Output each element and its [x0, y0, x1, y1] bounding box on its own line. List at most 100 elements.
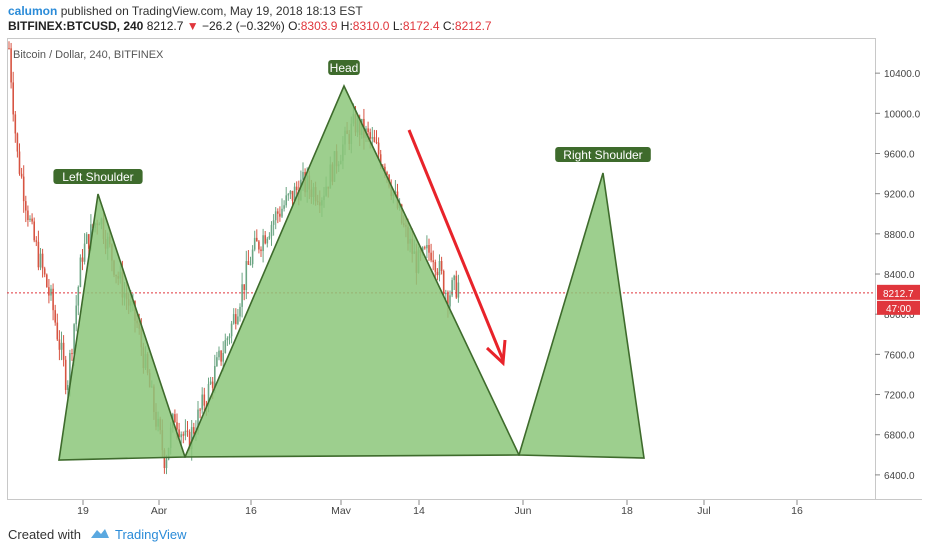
candle-body [289, 190, 292, 195]
candle-body [266, 238, 269, 244]
candle-body [447, 293, 449, 307]
countdown-badge [877, 300, 920, 315]
candle-body [291, 190, 294, 201]
candle-body [29, 218, 31, 221]
price-axis[interactable]: 10400.0 10000.0 9600.0 9200.0 8800.0 8400.0 80… [875, 69, 921, 482]
change-down-icon: ▼ [186, 19, 199, 33]
candle-body [184, 430, 187, 436]
time-axis[interactable]: 19 Apr 16 May 14 Jun 18 Jul 16 [77, 500, 803, 514]
symbol-label: BITFINEX:BTCUSD, 240 [8, 19, 144, 33]
candle-body [12, 82, 14, 115]
countdown-text: 47:00 [886, 304, 911, 315]
candle-body [243, 284, 245, 291]
close-label: C: [442, 19, 455, 33]
candle-body [176, 422, 178, 430]
candle-body [69, 353, 71, 385]
candle-body [60, 342, 63, 350]
x-tick-label: Jun [515, 505, 532, 514]
candle-body [253, 237, 256, 250]
candle-body [302, 171, 304, 180]
candle-body [8, 48, 10, 50]
candle-body [214, 365, 216, 388]
candle-body [25, 201, 27, 211]
candle-body [237, 316, 239, 324]
candle-body [274, 211, 277, 221]
candle-body [31, 218, 33, 222]
candle-body [52, 288, 54, 311]
candle-body [163, 450, 166, 469]
y-tick-label: 6800.0 [884, 431, 915, 442]
candle-body [218, 350, 220, 358]
candle-body [373, 137, 376, 143]
head-triangle[interactable] [183, 84, 521, 458]
candle-body [455, 275, 458, 298]
candle-body [48, 287, 50, 296]
candle-body [386, 172, 388, 175]
close-value: 8212.7 [454, 19, 492, 33]
y-tick-label: 8800.0 [884, 230, 915, 241]
candle-body [85, 234, 88, 244]
tradingview-link[interactable]: TradingView [114, 527, 187, 542]
candle-body [283, 205, 285, 209]
pattern-labels: Left Shoulder Head Right Shoulder [53, 60, 651, 184]
y-tick-label: 9600.0 [884, 150, 915, 161]
candle-body [41, 253, 44, 269]
candle-body [426, 245, 428, 249]
publish-text: published on TradingView.com, May 19, 20… [60, 4, 363, 18]
open-label: O: [288, 19, 301, 33]
last-price: 8212.7 [146, 19, 184, 33]
candle-body [258, 241, 260, 250]
candle-body [62, 342, 65, 360]
candle-body [203, 394, 206, 406]
head-and-shoulders-pattern[interactable] [58, 84, 645, 461]
candle-body [371, 137, 374, 139]
candle-body [438, 261, 441, 276]
y-tick-label: 10000.0 [884, 109, 921, 120]
candle-body [35, 240, 38, 242]
right-shoulder-triangle[interactable] [517, 172, 645, 459]
x-tick-label: May [331, 505, 352, 514]
y-tick-label: 8400.0 [884, 270, 915, 281]
publish-info: calumon published on TradingView.com, Ma… [8, 4, 363, 18]
candle-body [272, 220, 275, 225]
candle-body [384, 166, 386, 173]
candle-body [232, 314, 235, 324]
candle-body [367, 128, 369, 133]
candle-body [10, 48, 12, 83]
candle-body [434, 262, 437, 272]
candle-body [449, 295, 451, 307]
right-shoulder-label: Right Shoulder [563, 148, 642, 162]
down-arrow-icon[interactable] [407, 129, 507, 367]
candle-body [377, 142, 380, 155]
y-tick-label: 7200.0 [884, 391, 915, 402]
high-label: H: [340, 19, 353, 33]
tradingview-logo-icon[interactable] [89, 526, 111, 543]
candle-body [245, 261, 248, 291]
candle-body [37, 241, 40, 268]
x-tick-label: 14 [413, 505, 425, 514]
candle-body [235, 314, 237, 324]
left-shoulder-triangle[interactable] [58, 193, 187, 461]
candle-body [190, 427, 193, 450]
candle-body [268, 236, 271, 239]
candle-body [73, 324, 75, 354]
candle-body [64, 359, 67, 390]
x-tick-label: 18 [621, 505, 633, 514]
candle-body [428, 245, 430, 253]
candle-body [379, 154, 382, 166]
candle-body [83, 243, 86, 262]
candle-body [174, 414, 176, 423]
author-link[interactable]: calumon [8, 4, 58, 18]
candle-body [220, 350, 222, 362]
candle-body [14, 114, 17, 134]
current-price-text: 8212.7 [883, 289, 914, 300]
candle-body [430, 252, 432, 261]
low-value: 8172.4 [402, 19, 440, 33]
candle-body [260, 249, 262, 252]
x-tick-label: 16 [791, 505, 803, 514]
candle-body [247, 261, 250, 265]
candle-body [211, 381, 214, 388]
candle-body [436, 271, 439, 276]
candle-body [293, 186, 296, 201]
